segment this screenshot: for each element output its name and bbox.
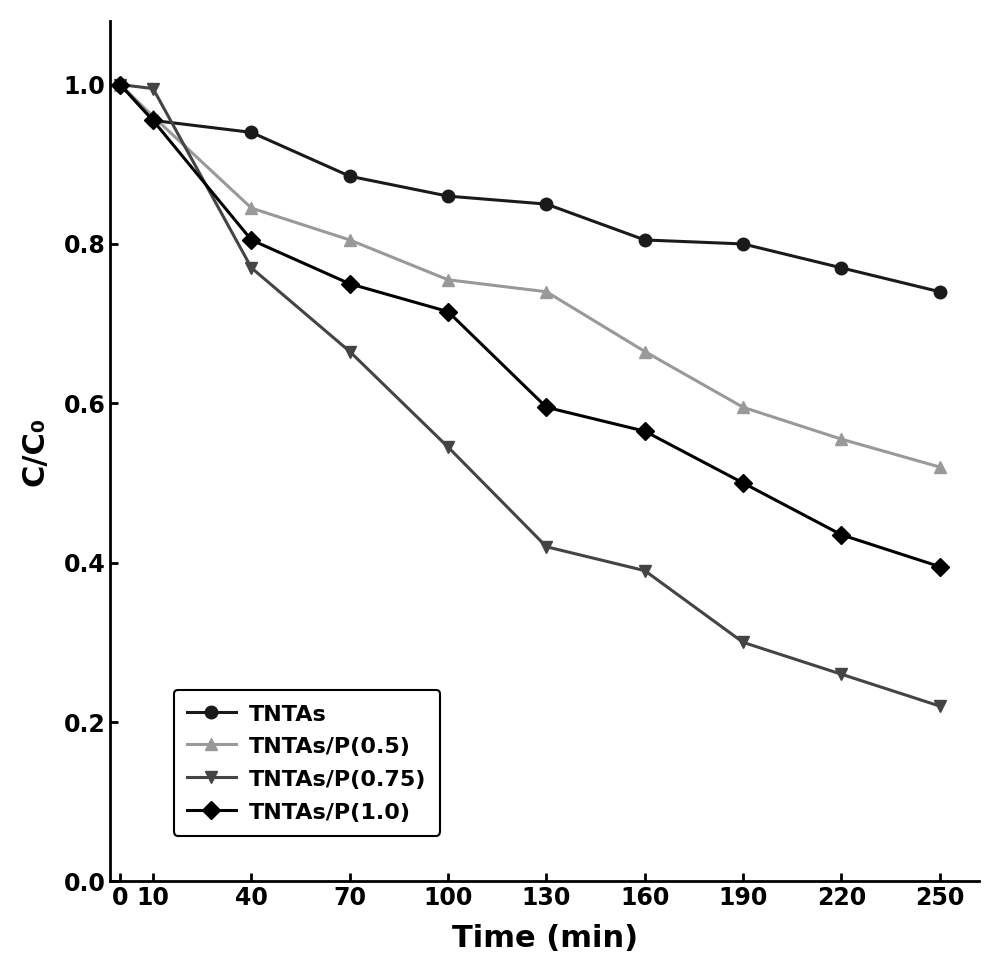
TNTAs [639,234,651,245]
Line: TNTAs/P(0.5): TNTAs/P(0.5) [114,78,946,473]
TNTAs/P(0.5) [639,346,651,357]
Y-axis label: C/C₀: C/C₀ [21,417,50,486]
TNTAs/P(1.0) [835,529,847,541]
TNTAs [245,127,257,138]
TNTAs/P(0.5) [114,79,126,91]
TNTAs/P(0.75) [934,700,946,712]
TNTAs/P(0.75) [639,565,651,577]
TNTAs/P(0.75) [245,262,257,274]
TNTAs [737,238,749,249]
TNTAs/P(1.0) [540,401,552,413]
TNTAs [934,286,946,298]
TNTAs/P(0.5) [245,203,257,214]
TNTAs/P(0.75) [114,79,126,91]
TNTAs [114,79,126,91]
TNTAs/P(1.0) [639,426,651,437]
TNTAs/P(1.0) [147,115,159,127]
TNTAs/P(1.0) [737,477,749,489]
X-axis label: Time (min): Time (min) [452,924,638,954]
TNTAs/P(0.5) [442,274,454,285]
Line: TNTAs: TNTAs [114,78,946,298]
TNTAs/P(1.0) [245,234,257,245]
TNTAs/P(0.75) [835,668,847,680]
TNTAs/P(0.75) [540,541,552,552]
TNTAs/P(0.5) [934,462,946,473]
TNTAs/P(1.0) [344,278,356,289]
TNTAs [540,199,552,210]
TNTAs/P(0.5) [344,234,356,245]
TNTAs/P(0.75) [442,441,454,453]
TNTAs/P(0.75) [737,637,749,649]
TNTAs [835,262,847,274]
TNTAs/P(0.5) [147,111,159,123]
TNTAs/P(1.0) [114,79,126,91]
TNTAs/P(1.0) [934,561,946,573]
Line: TNTAs/P(0.75): TNTAs/P(0.75) [114,78,946,712]
TNTAs [442,190,454,202]
TNTAs/P(1.0) [442,306,454,318]
TNTAs/P(0.5) [737,401,749,413]
TNTAs/P(0.75) [344,346,356,357]
TNTAs/P(0.75) [147,83,159,94]
TNTAs/P(0.5) [540,286,552,298]
TNTAs [344,170,356,182]
TNTAs/P(0.5) [835,433,847,445]
Line: TNTAs/P(1.0): TNTAs/P(1.0) [114,78,946,573]
Legend: TNTAs, TNTAs/P(0.5), TNTAs/P(0.75), TNTAs/P(1.0): TNTAs, TNTAs/P(0.5), TNTAs/P(0.75), TNTA… [174,690,440,836]
TNTAs [147,115,159,127]
